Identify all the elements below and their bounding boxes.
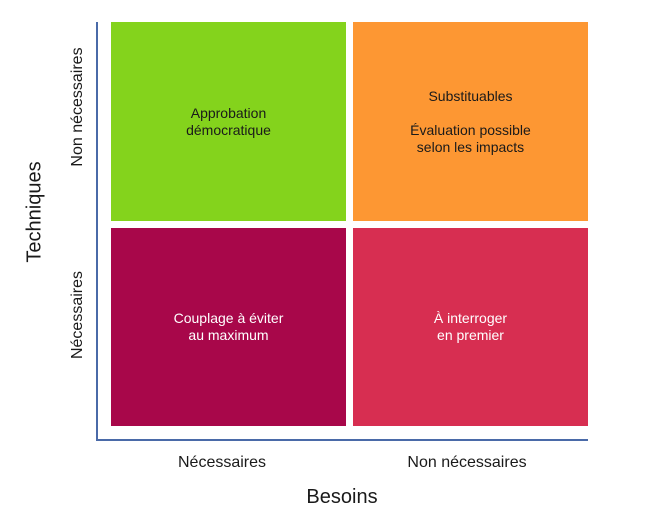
x-tick-label: Nécessaires [177, 454, 267, 471]
quadrant-bottom-left: Couplage à éviter au maximum [111, 228, 346, 426]
quadrant-top-left: Approbation démocratique [111, 22, 346, 221]
y-tick-label: Nécessaires [69, 270, 86, 360]
quadrant-text: démocratique [186, 122, 271, 138]
y-tick-label: Non nécessaires [69, 47, 86, 167]
quadrant-top-right: Substituables Évaluation possible selon … [353, 22, 588, 221]
quadrant-text: au maximum [188, 327, 269, 343]
y-axis-line [96, 22, 98, 441]
quadrant-text: selon les impacts [416, 139, 525, 155]
quadrant-text: Couplage à éviter [173, 310, 284, 326]
quadrant-text: À interroger [433, 310, 508, 326]
quadrant-text: Évaluation possible [410, 122, 531, 138]
x-axis-title: Besoins [306, 486, 378, 508]
quadrant-title: Substituables [428, 88, 513, 104]
quadrant-bottom-right: À interroger en premier [353, 228, 588, 426]
quadrant-text: en premier [437, 327, 504, 343]
x-tick-label: Non nécessaires [407, 454, 527, 471]
x-axis-line [96, 439, 588, 441]
y-axis-title: Techniques [23, 161, 46, 263]
quadrant-text: Approbation [190, 105, 267, 121]
